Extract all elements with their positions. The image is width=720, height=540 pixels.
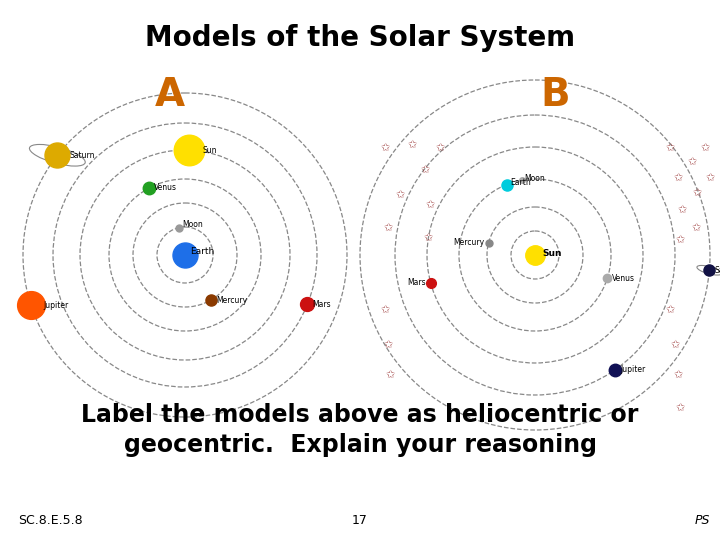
Text: PS: PS bbox=[695, 514, 710, 526]
Text: ✩: ✩ bbox=[693, 188, 702, 198]
Text: ✩: ✩ bbox=[423, 233, 433, 243]
Text: ✩: ✩ bbox=[380, 305, 390, 315]
Text: Sun: Sun bbox=[202, 146, 217, 154]
Text: Venus: Venus bbox=[612, 274, 635, 283]
Text: Saturn: Saturn bbox=[714, 266, 720, 275]
Text: ✩: ✩ bbox=[395, 190, 405, 200]
Text: A: A bbox=[155, 76, 185, 114]
Text: ✩: ✩ bbox=[383, 223, 392, 233]
Text: Earth: Earth bbox=[190, 247, 215, 256]
Text: Jupiter: Jupiter bbox=[43, 301, 68, 309]
Text: ✩: ✩ bbox=[426, 200, 435, 210]
Text: SC.8.E.5.8: SC.8.E.5.8 bbox=[18, 514, 83, 526]
Text: Earth: Earth bbox=[510, 178, 531, 186]
Text: ✩: ✩ bbox=[408, 140, 417, 150]
Text: geocentric.  Explain your reasoning: geocentric. Explain your reasoning bbox=[124, 433, 596, 457]
Text: ✩: ✩ bbox=[665, 143, 675, 153]
Text: ✩: ✩ bbox=[385, 370, 395, 380]
Text: Mercury: Mercury bbox=[454, 238, 485, 247]
Text: ✩: ✩ bbox=[673, 173, 683, 183]
Text: ✩: ✩ bbox=[665, 305, 675, 315]
Text: Venus: Venus bbox=[154, 184, 177, 192]
Text: Models of the Solar System: Models of the Solar System bbox=[145, 24, 575, 52]
Text: Saturn: Saturn bbox=[69, 151, 95, 160]
Text: Mars: Mars bbox=[312, 300, 331, 309]
Text: Moon: Moon bbox=[524, 174, 544, 183]
Text: ✩: ✩ bbox=[688, 157, 697, 167]
Text: ✩: ✩ bbox=[691, 223, 701, 233]
Text: Mars: Mars bbox=[407, 279, 426, 287]
Text: ✩: ✩ bbox=[380, 143, 390, 153]
Text: B: B bbox=[540, 76, 570, 114]
Text: 17: 17 bbox=[352, 514, 368, 526]
Text: ✩: ✩ bbox=[420, 165, 430, 175]
Text: ✩: ✩ bbox=[675, 403, 685, 413]
Text: ✩: ✩ bbox=[706, 173, 715, 183]
Text: ✩: ✩ bbox=[673, 370, 683, 380]
Text: Mercury: Mercury bbox=[216, 295, 247, 305]
Text: ✩: ✩ bbox=[383, 340, 392, 350]
Text: ✩: ✩ bbox=[436, 143, 445, 153]
Text: ✩: ✩ bbox=[701, 143, 710, 153]
Text: Jupiter: Jupiter bbox=[621, 365, 646, 374]
Text: ✩: ✩ bbox=[675, 235, 685, 245]
Text: Label the models above as heliocentric or: Label the models above as heliocentric o… bbox=[81, 403, 639, 427]
Text: Moon: Moon bbox=[182, 220, 203, 228]
Text: Sun: Sun bbox=[542, 248, 562, 258]
Text: ✩: ✩ bbox=[678, 205, 687, 215]
Text: ✩: ✩ bbox=[670, 340, 680, 350]
